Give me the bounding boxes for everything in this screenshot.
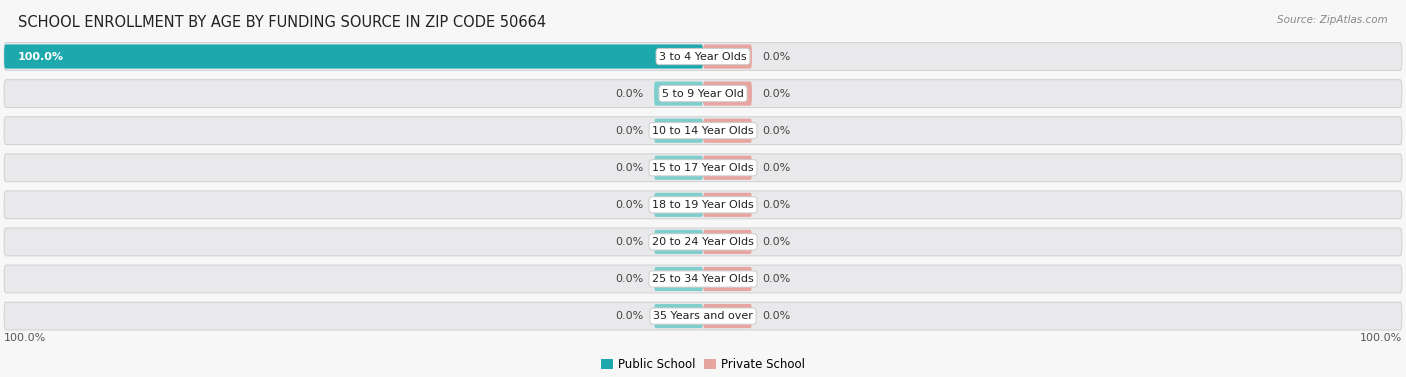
Text: 0.0%: 0.0% — [762, 89, 790, 99]
FancyBboxPatch shape — [654, 193, 703, 217]
Text: 0.0%: 0.0% — [762, 163, 790, 173]
FancyBboxPatch shape — [703, 44, 752, 69]
Text: 0.0%: 0.0% — [762, 237, 790, 247]
FancyBboxPatch shape — [654, 156, 703, 180]
Text: 100.0%: 100.0% — [18, 52, 65, 61]
Text: 10 to 14 Year Olds: 10 to 14 Year Olds — [652, 126, 754, 136]
Text: 0.0%: 0.0% — [762, 52, 790, 61]
Text: 0.0%: 0.0% — [762, 200, 790, 210]
FancyBboxPatch shape — [703, 81, 752, 106]
Text: 0.0%: 0.0% — [616, 89, 644, 99]
FancyBboxPatch shape — [654, 81, 703, 106]
FancyBboxPatch shape — [703, 304, 752, 328]
Text: 100.0%: 100.0% — [4, 333, 46, 343]
Text: 0.0%: 0.0% — [762, 126, 790, 136]
Text: 20 to 24 Year Olds: 20 to 24 Year Olds — [652, 237, 754, 247]
Text: 0.0%: 0.0% — [616, 274, 644, 284]
Text: 0.0%: 0.0% — [616, 237, 644, 247]
Text: 15 to 17 Year Olds: 15 to 17 Year Olds — [652, 163, 754, 173]
FancyBboxPatch shape — [4, 154, 1402, 182]
Text: 0.0%: 0.0% — [616, 200, 644, 210]
Text: 0.0%: 0.0% — [762, 311, 790, 321]
Text: SCHOOL ENROLLMENT BY AGE BY FUNDING SOURCE IN ZIP CODE 50664: SCHOOL ENROLLMENT BY AGE BY FUNDING SOUR… — [18, 15, 547, 30]
FancyBboxPatch shape — [703, 156, 752, 180]
FancyBboxPatch shape — [703, 267, 752, 291]
Text: 100.0%: 100.0% — [1360, 333, 1402, 343]
FancyBboxPatch shape — [4, 302, 1402, 330]
FancyBboxPatch shape — [4, 117, 1402, 145]
Text: 25 to 34 Year Olds: 25 to 34 Year Olds — [652, 274, 754, 284]
Legend: Public School, Private School: Public School, Private School — [596, 353, 810, 375]
Text: 18 to 19 Year Olds: 18 to 19 Year Olds — [652, 200, 754, 210]
FancyBboxPatch shape — [654, 267, 703, 291]
Text: 0.0%: 0.0% — [762, 274, 790, 284]
Text: 0.0%: 0.0% — [616, 311, 644, 321]
Text: 3 to 4 Year Olds: 3 to 4 Year Olds — [659, 52, 747, 61]
FancyBboxPatch shape — [4, 44, 703, 69]
Text: 35 Years and over: 35 Years and over — [652, 311, 754, 321]
FancyBboxPatch shape — [703, 119, 752, 143]
FancyBboxPatch shape — [4, 43, 1402, 70]
FancyBboxPatch shape — [703, 193, 752, 217]
FancyBboxPatch shape — [4, 228, 1402, 256]
Text: 5 to 9 Year Old: 5 to 9 Year Old — [662, 89, 744, 99]
FancyBboxPatch shape — [4, 265, 1402, 293]
Text: Source: ZipAtlas.com: Source: ZipAtlas.com — [1277, 15, 1388, 25]
Text: 0.0%: 0.0% — [616, 126, 644, 136]
FancyBboxPatch shape — [654, 304, 703, 328]
FancyBboxPatch shape — [654, 230, 703, 254]
FancyBboxPatch shape — [4, 80, 1402, 107]
FancyBboxPatch shape — [654, 119, 703, 143]
Text: 0.0%: 0.0% — [616, 163, 644, 173]
FancyBboxPatch shape — [703, 230, 752, 254]
FancyBboxPatch shape — [4, 191, 1402, 219]
